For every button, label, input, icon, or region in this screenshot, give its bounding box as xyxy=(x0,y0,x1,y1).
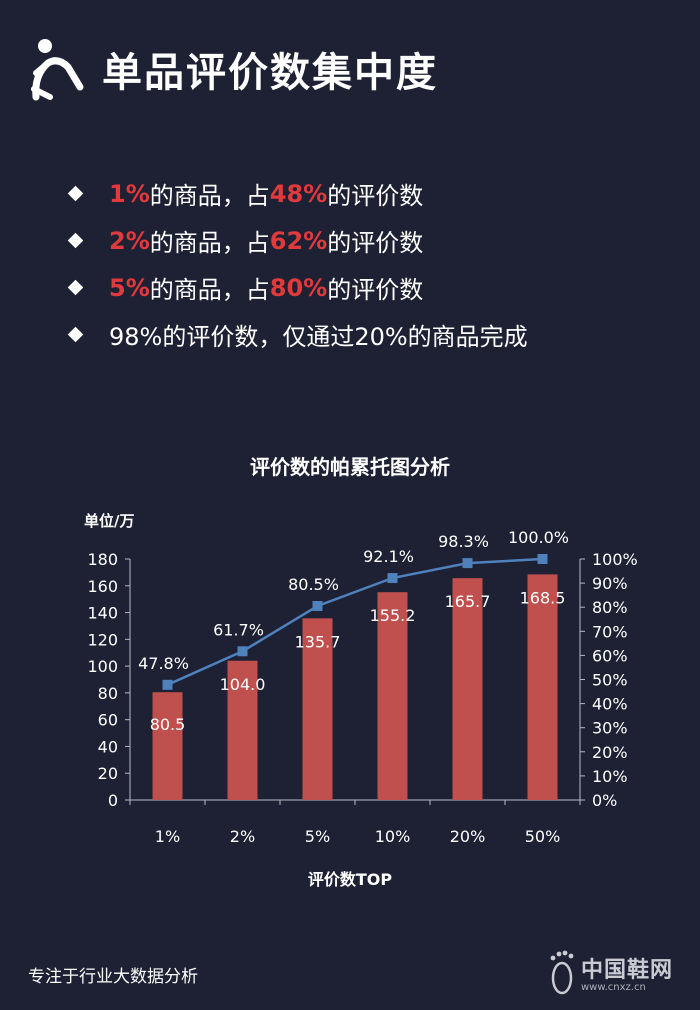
bar-data-label: 135.7 xyxy=(295,632,341,651)
x-tick-label: 5% xyxy=(305,827,330,846)
line-data-label: 80.5% xyxy=(288,575,339,594)
chart-title: 评价数的帕累托图分析 xyxy=(250,455,450,479)
y-tick-label: 60 xyxy=(98,711,118,730)
x-tick-label: 2% xyxy=(230,827,255,846)
line-point xyxy=(162,679,173,690)
y2-tick-label: 60% xyxy=(592,646,628,665)
bullet-text: 的评价数 xyxy=(327,182,424,210)
bullet-highlight: 2% xyxy=(109,226,150,255)
y2-tick-label: 30% xyxy=(592,719,628,738)
watermark: 中国鞋网 www.cnxz.cn xyxy=(545,948,673,996)
y-tick-label: 120 xyxy=(87,630,118,649)
line-data-label: 98.3% xyxy=(438,532,489,551)
y-tick-label: 40 xyxy=(98,737,118,756)
bullet-text: 的评价数 xyxy=(327,229,424,257)
runner-icon xyxy=(31,39,84,101)
bullet-highlight: 1% xyxy=(109,179,150,208)
bar-data-label: 104.0 xyxy=(220,675,266,694)
bullet-highlight: 80% xyxy=(269,273,328,302)
bar xyxy=(377,592,408,800)
header: 单品评价数集中度 xyxy=(28,34,438,104)
line-data-label: 100.0% xyxy=(508,528,569,547)
bar xyxy=(302,618,333,800)
bullet-text: 的评价数 xyxy=(327,276,424,304)
bullet-item: 5% 的商品，占 80% 的评价数 xyxy=(67,264,528,311)
y-tick-label: 20 xyxy=(98,764,118,783)
x-tick-label: 1% xyxy=(155,827,180,846)
bar-data-label: 155.2 xyxy=(370,606,416,625)
bullet-highlight: 48% xyxy=(269,179,328,208)
y2-tick-label: 100% xyxy=(592,550,638,569)
bullet-list: 1% 的商品，占 48% 的评价数 2% 的商品，占 62% 的评价数 5% 的商品，占 80%… xyxy=(67,170,528,358)
bullet-text: 98%的评价数，仅通过20%的商品完成 xyxy=(109,323,528,351)
bar-data-label: 80.5 xyxy=(150,715,186,734)
y2-tick-label: 40% xyxy=(592,695,628,714)
y2-tick-label: 80% xyxy=(592,598,628,617)
y-tick-label: 100 xyxy=(87,657,118,676)
y-tick-label: 140 xyxy=(87,604,118,623)
y2-tick-label: 50% xyxy=(592,671,628,690)
watermark-url: www.cnxz.cn xyxy=(581,981,646,993)
bullet-highlight: 5% xyxy=(109,273,150,302)
bullet-text: 的商品，占 xyxy=(149,276,270,304)
x-axis-label: 评价数TOP xyxy=(307,870,393,889)
y2-tick-label: 70% xyxy=(592,622,628,641)
bullet-highlight: 62% xyxy=(269,226,328,255)
y-tick-label: 80 xyxy=(98,684,118,703)
x-tick-label: 10% xyxy=(375,827,411,846)
y2-tick-label: 20% xyxy=(592,743,628,762)
bar xyxy=(452,578,483,800)
x-tick-label: 20% xyxy=(450,827,486,846)
bar xyxy=(152,692,183,800)
bar xyxy=(227,660,258,800)
footprint-logo-icon xyxy=(550,950,574,995)
y2-tick-label: 10% xyxy=(592,767,628,786)
line-data-label: 92.1% xyxy=(363,547,414,566)
y-tick-label: 160 xyxy=(87,577,118,596)
cumulative-line xyxy=(166,557,543,686)
bullet-item: 2% 的商品，占 62% 的评价数 xyxy=(67,217,528,264)
line-point xyxy=(537,554,548,564)
bullet-text: 的商品，占 xyxy=(149,182,270,210)
line-data-label: 47.8% xyxy=(138,654,189,673)
y-tick-label: 180 xyxy=(87,550,118,569)
bar-data-label: 165.7 xyxy=(445,592,491,611)
y2-tick-label: 0% xyxy=(592,791,617,810)
watermark-name: 中国鞋网 xyxy=(581,957,674,983)
bar xyxy=(527,574,558,800)
page-title: 单品评价数集中度 xyxy=(102,50,438,96)
y-tick-label: 0 xyxy=(108,791,118,810)
bar-data-label: 168.5 xyxy=(520,588,566,607)
line-point xyxy=(387,573,398,584)
line-point xyxy=(237,646,248,657)
line-data-label: 61.7% xyxy=(213,620,264,639)
y2-tick-label: 90% xyxy=(592,574,628,593)
y-axis-label: 单位/万 xyxy=(84,512,135,530)
bullet-text: 的商品，占 xyxy=(149,229,270,257)
bullet-item: 98%的评价数，仅通过20%的商品完成 xyxy=(67,311,528,358)
line-point xyxy=(312,600,323,611)
bullet-item: 1% 的商品，占 48% 的评价数 xyxy=(67,170,528,217)
line-point xyxy=(462,558,473,569)
x-tick-label: 50% xyxy=(525,827,561,846)
footer-text: 专注于行业大数据分析 xyxy=(28,967,198,987)
